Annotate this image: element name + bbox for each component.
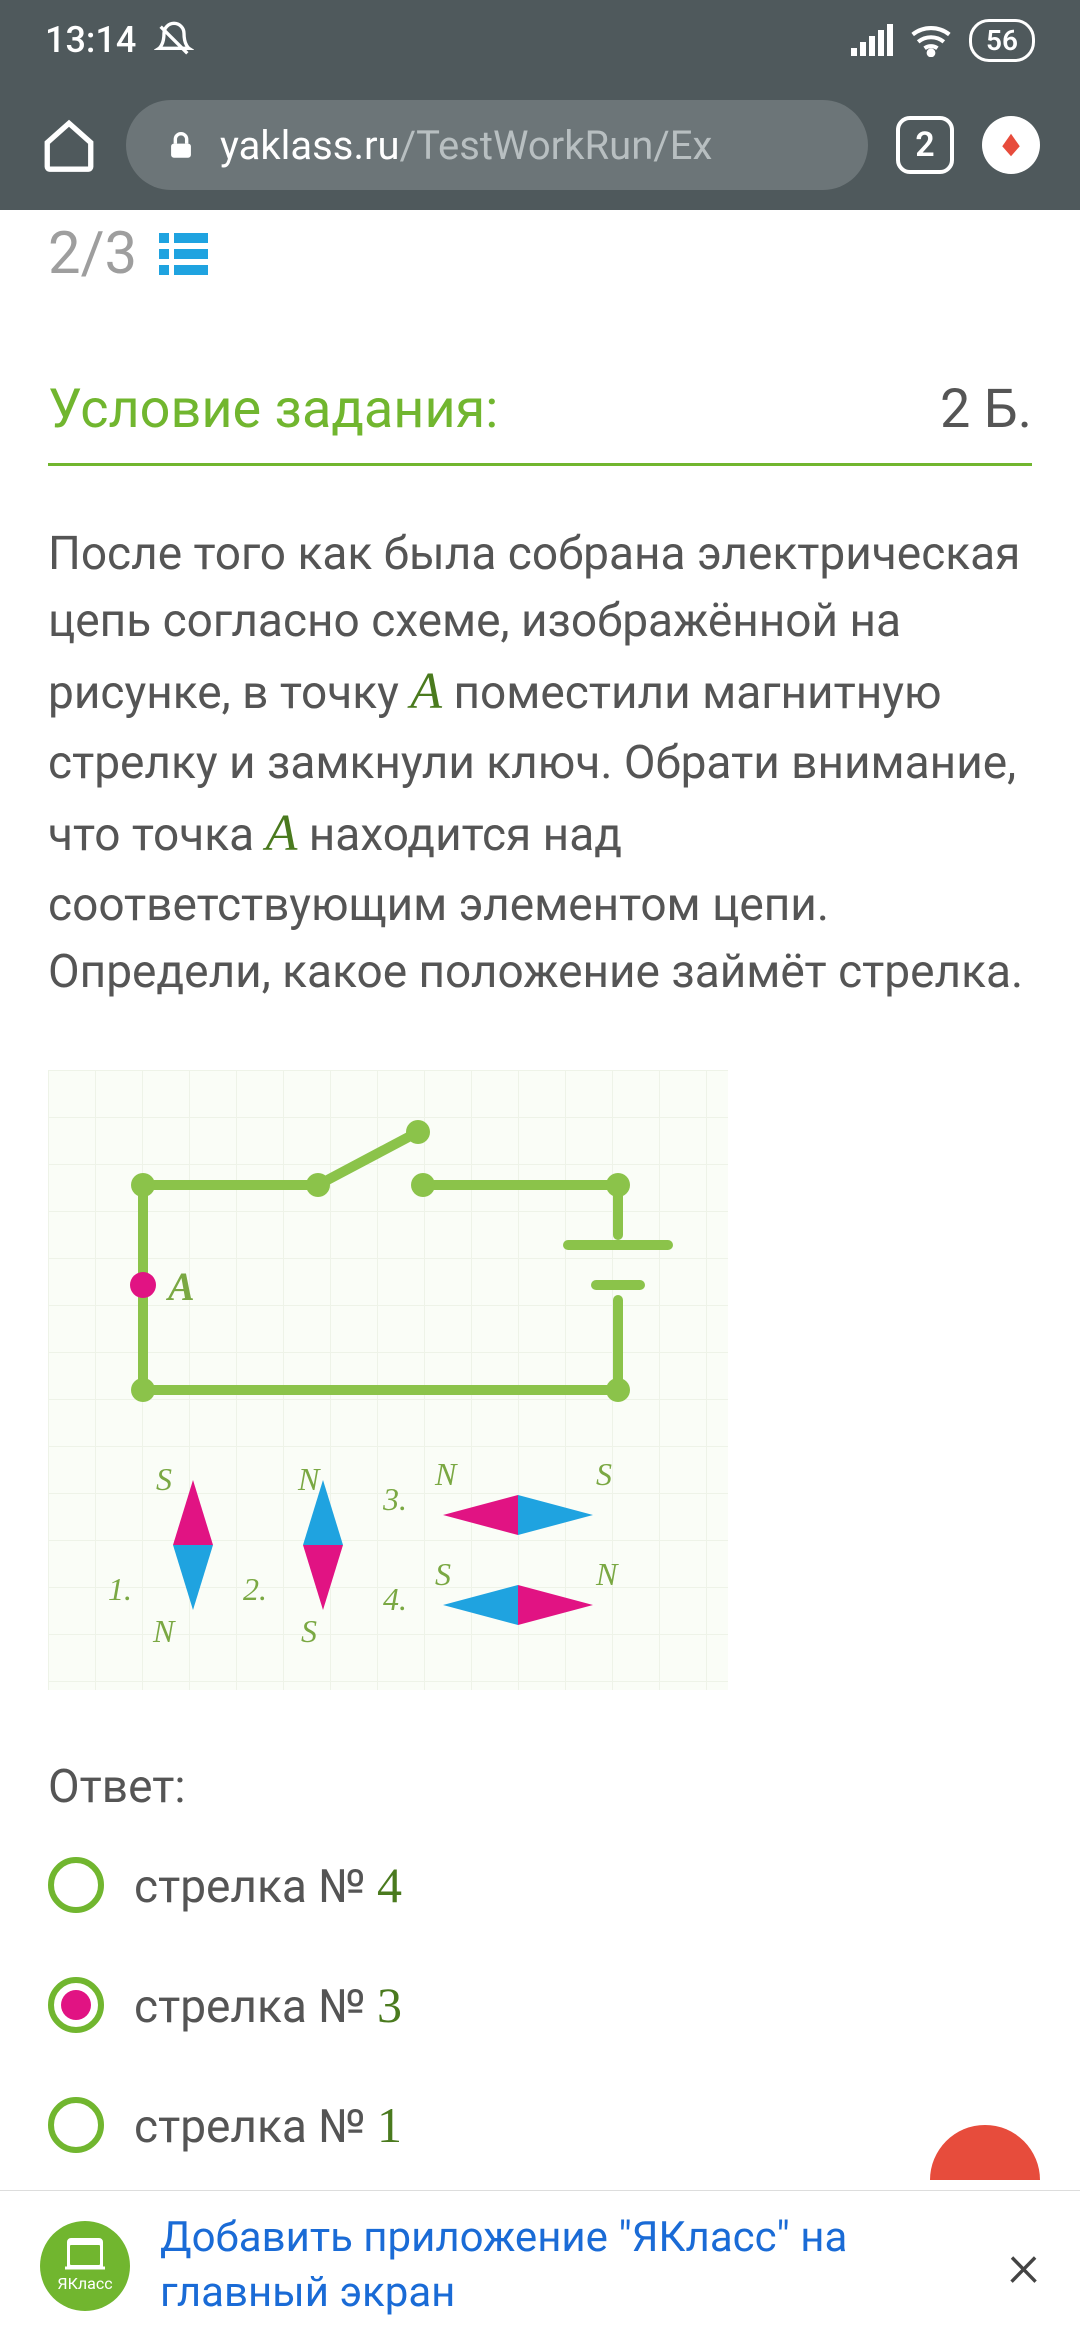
list-icon[interactable] [159,233,208,275]
option-3[interactable]: стрелка № 3 [48,1976,1032,2034]
circuit-svg: A S 1. N N 2. S 3. N S [48,1070,728,1690]
svg-text:N: N [297,1461,321,1497]
svg-text:N: N [595,1556,619,1592]
browser-bar: yaklass.ru/TestWorkRun/Ex 2 [0,80,1080,210]
option-1[interactable]: стрелка № 1 [48,2096,1032,2154]
radio-icon [48,2097,104,2153]
wifi-icon [909,23,953,57]
option-4[interactable]: стрелка № 4 [48,1856,1032,1914]
radio-icon [48,1977,104,2033]
svg-text:S: S [156,1461,172,1497]
circuit-diagram: A S 1. N N 2. S 3. N S [48,1070,728,1690]
url-bar[interactable]: yaklass.ru/TestWorkRun/Ex [126,100,868,190]
svg-text:3.: 3. [382,1481,407,1517]
home-icon[interactable] [40,116,98,174]
svg-text:1.: 1. [108,1571,132,1607]
task-points: 2 Б. [940,378,1032,441]
svg-text:N: N [152,1613,176,1649]
app-icon: ЯКласс [40,2221,130,2311]
tab-count[interactable]: 2 [896,116,954,174]
mute-icon [154,20,194,60]
svg-text:4.: 4. [383,1581,407,1617]
close-icon[interactable]: × [1008,2229,1040,2302]
lock-icon [164,126,198,164]
point-a-label: A [165,1264,195,1309]
task-header: Условие задания: 2 Б. [48,378,1032,466]
url-text: yaklass.ru/TestWorkRun/Ex [220,122,712,169]
point-a [130,1272,156,1298]
answer-label: Ответ: [48,1760,1032,1814]
task-body: После того как была собрана электрическа… [48,521,1032,1005]
svg-text:N: N [434,1456,458,1492]
install-banner: ЯКласс Добавить приложение "ЯКласс" на г… [0,2190,1080,2340]
battery-level: 56 [969,19,1035,62]
progress-indicator: 2/3 [48,210,1032,288]
signal-icon [851,24,893,56]
svg-text:S: S [435,1556,451,1592]
svg-text:S: S [301,1613,317,1649]
browser-menu-button[interactable] [982,116,1040,174]
radio-icon [48,1857,104,1913]
banner-text[interactable]: Добавить приложение "ЯКласс" на главный … [160,2211,978,2320]
svg-text:2.: 2. [243,1571,267,1607]
status-bar: 13:14 56 [0,0,1080,80]
svg-text:S: S [596,1456,612,1492]
status-time: 13:14 [45,19,136,61]
task-title: Условие задания: [48,378,498,441]
